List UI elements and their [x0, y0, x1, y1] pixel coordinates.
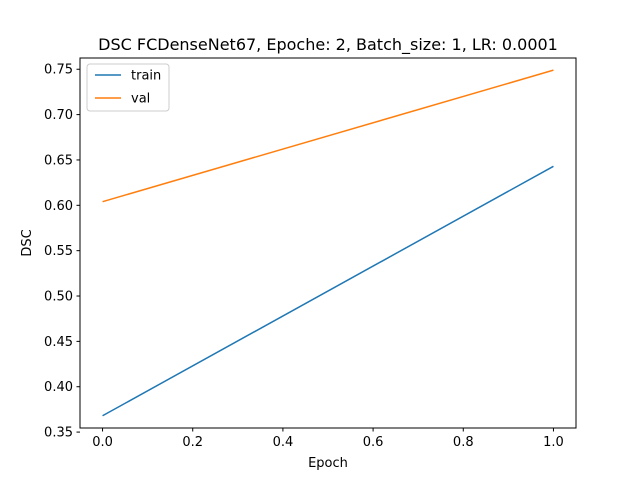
series-line-val	[102, 69, 554, 203]
x-tick-label: 0.8	[453, 435, 474, 450]
y-tick-label: 0.45	[44, 335, 73, 350]
legend-label-train: train	[131, 69, 161, 84]
y-tick-label: 0.55	[44, 244, 73, 259]
plot-frame	[79, 57, 577, 429]
y-axis-label: DSC	[20, 229, 35, 256]
ticks-layer: 0.0 0.2 0.4 0.6 0.8 1.0 0.35 0.40 0.45 0.50 0.55 0.…	[44, 63, 564, 450]
x-tick-label: 0.4	[273, 435, 294, 450]
chart-title: DSC FCDenseNet67, Epoche: 2, Batch_size:…	[98, 35, 558, 55]
y-tick-label: 0.40	[44, 380, 73, 395]
x-tick-label: 0.2	[182, 435, 203, 450]
series-layer	[102, 69, 554, 417]
legend-label-val: val	[131, 92, 150, 107]
legend: train val	[86, 63, 170, 112]
y-tick-label: 0.60	[44, 199, 73, 214]
series-line-train	[102, 165, 554, 417]
x-tick-label: 0.0	[92, 435, 113, 450]
y-tick-label: 0.65	[44, 153, 73, 168]
y-tick-label: 0.75	[44, 63, 73, 78]
y-tick-label: 0.35	[44, 426, 73, 441]
y-tick-label: 0.50	[44, 290, 73, 305]
x-tick-label: 1.0	[543, 435, 564, 450]
x-axis-label: Epoch	[308, 456, 348, 471]
y-tick-label: 0.70	[44, 108, 73, 123]
x-tick-label: 0.6	[363, 435, 384, 450]
